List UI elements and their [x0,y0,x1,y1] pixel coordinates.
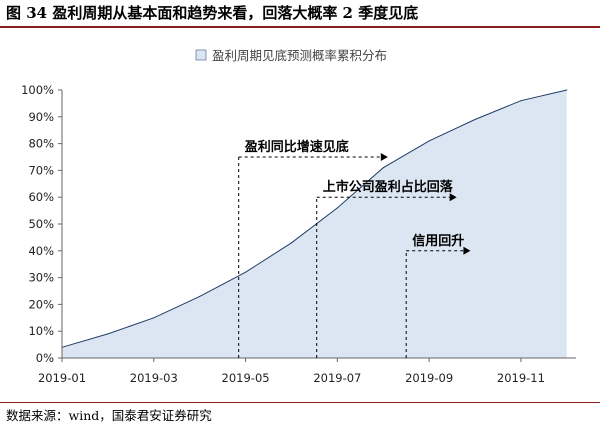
x-tick-label: 2019-05 [222,371,270,385]
y-tick-label: 50% [28,217,54,231]
y-tick-label: 60% [28,190,54,204]
data-point-3 [153,317,155,319]
data-point-10 [474,118,476,120]
y-tick-label: 100% [21,83,54,97]
data-point-6 [290,242,292,244]
annotation-arrowhead [380,153,388,161]
x-axis: 2019-01 2019-03 2019-05 2019-07 2019-09 2019-… [38,358,545,385]
annotation-label: 盈利同比增速见底 [244,139,349,155]
legend-label: 盈利周期见底预测概率累积分布 [212,48,387,63]
data-point-2 [107,333,109,335]
data-point-8 [382,167,384,169]
data-point-12 [566,89,568,91]
data-point-11 [520,100,522,102]
y-tick-label: 90% [28,110,54,124]
title-divider [0,26,600,28]
data-source-note: 数据来源：wind，国泰君安证券研究 [6,408,212,423]
annotation-label: 信用回升 [412,233,464,249]
area-series-line [61,89,567,348]
annotation-arrowhead [449,193,457,202]
x-tick-label: 2019-09 [405,371,453,385]
area-series-fill [62,90,567,358]
annotation-3: 信用回升 [405,233,471,358]
source-divider [0,402,600,403]
chart-title: 图 34 盈利周期从基本面和趋势来看，回落大概率 2 季度见底 [6,4,419,22]
x-tick-label: 2019-03 [130,371,178,385]
data-point-4 [199,295,201,297]
x-tick-label: 2019-01 [38,371,86,385]
y-tick-label: 40% [28,244,54,258]
chart-legend: 盈利周期见底预测概率累积分布 [195,48,387,63]
data-point-5 [245,271,247,273]
data-point-9 [428,140,430,142]
y-tick-label: 80% [28,137,54,151]
y-tick-label: 20% [28,297,54,311]
x-tick-label: 2019-07 [313,371,361,385]
x-tick-label: 2019-11 [497,371,545,385]
annotation-label: 上市公司盈利占比回落 [323,179,454,195]
y-axis: 0% 10% 20% 30% 40% 50% 60% 70% 80% 90% 100% [21,83,62,365]
probability-area-chart: 盈利周期见底预测概率累积分布 0% 10% 20% 30% 40% 50% 60% 70% 80… [21,48,576,385]
annotation-arrowhead [463,246,471,255]
data-point-7 [336,207,338,209]
y-tick-label: 70% [28,163,54,177]
annotation-1: 盈利同比增速见底 [238,139,388,358]
annotation-2: 上市公司盈利占比回落 [316,179,457,358]
legend-swatch [195,49,207,61]
y-tick-label: 0% [36,351,54,365]
y-tick-label: 30% [28,271,54,285]
y-tick-label: 10% [28,324,54,338]
